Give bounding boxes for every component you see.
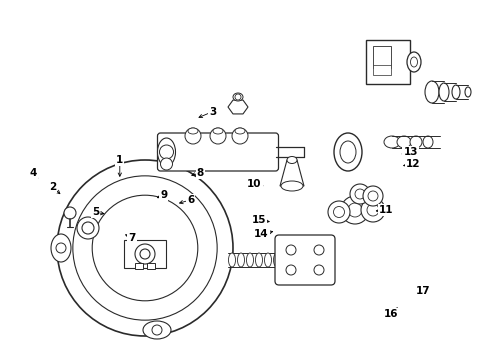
- Ellipse shape: [51, 234, 71, 262]
- Text: 12: 12: [405, 159, 420, 169]
- Ellipse shape: [424, 81, 438, 103]
- Circle shape: [333, 207, 344, 217]
- Text: 7: 7: [128, 233, 136, 243]
- Circle shape: [56, 243, 66, 253]
- Text: 3: 3: [209, 107, 216, 117]
- Ellipse shape: [451, 85, 459, 99]
- Circle shape: [327, 201, 349, 223]
- Circle shape: [340, 196, 368, 224]
- Circle shape: [313, 265, 324, 275]
- Ellipse shape: [264, 253, 271, 267]
- Text: 14: 14: [254, 229, 268, 239]
- Circle shape: [285, 245, 295, 255]
- Circle shape: [140, 249, 150, 259]
- Ellipse shape: [286, 157, 296, 163]
- FancyBboxPatch shape: [372, 65, 390, 75]
- Ellipse shape: [396, 136, 410, 148]
- Circle shape: [92, 195, 197, 301]
- Ellipse shape: [285, 263, 299, 273]
- FancyBboxPatch shape: [147, 263, 155, 269]
- Ellipse shape: [232, 93, 243, 101]
- Ellipse shape: [82, 222, 94, 234]
- Circle shape: [360, 198, 384, 222]
- Circle shape: [152, 325, 162, 335]
- Text: 1: 1: [116, 155, 123, 165]
- Text: 15: 15: [251, 215, 266, 225]
- Text: 10: 10: [246, 179, 261, 189]
- Circle shape: [285, 265, 295, 275]
- Ellipse shape: [406, 52, 420, 72]
- Ellipse shape: [333, 133, 361, 171]
- Ellipse shape: [237, 253, 244, 267]
- Ellipse shape: [285, 247, 299, 257]
- Circle shape: [184, 128, 201, 144]
- Ellipse shape: [339, 141, 355, 163]
- Circle shape: [362, 186, 382, 206]
- Ellipse shape: [438, 83, 448, 101]
- Circle shape: [313, 245, 324, 255]
- Ellipse shape: [142, 321, 171, 339]
- Circle shape: [209, 128, 225, 144]
- Circle shape: [160, 158, 172, 170]
- Text: 11: 11: [378, 205, 393, 215]
- Ellipse shape: [273, 253, 280, 267]
- Ellipse shape: [282, 253, 289, 267]
- Circle shape: [57, 160, 232, 336]
- Ellipse shape: [255, 253, 262, 267]
- Circle shape: [347, 203, 361, 217]
- Ellipse shape: [235, 128, 244, 134]
- Ellipse shape: [246, 253, 253, 267]
- Ellipse shape: [281, 181, 303, 191]
- Ellipse shape: [409, 136, 421, 148]
- Circle shape: [64, 207, 76, 219]
- FancyBboxPatch shape: [365, 40, 409, 84]
- Circle shape: [73, 176, 217, 320]
- Ellipse shape: [213, 128, 223, 134]
- Circle shape: [354, 189, 364, 199]
- Text: 8: 8: [197, 168, 203, 178]
- Ellipse shape: [383, 136, 399, 148]
- Ellipse shape: [157, 138, 175, 166]
- Circle shape: [159, 145, 173, 159]
- Circle shape: [349, 184, 369, 204]
- Ellipse shape: [422, 136, 432, 148]
- Ellipse shape: [187, 128, 198, 134]
- Ellipse shape: [464, 87, 470, 97]
- Ellipse shape: [77, 217, 99, 239]
- Ellipse shape: [409, 57, 417, 67]
- FancyBboxPatch shape: [372, 46, 390, 68]
- Text: 16: 16: [383, 309, 398, 319]
- Circle shape: [367, 191, 377, 201]
- Text: 9: 9: [160, 190, 167, 200]
- Text: 2: 2: [49, 182, 56, 192]
- Polygon shape: [227, 100, 247, 114]
- Circle shape: [366, 204, 378, 216]
- Text: 17: 17: [415, 286, 429, 296]
- Text: 6: 6: [187, 195, 194, 205]
- Text: 13: 13: [403, 147, 417, 157]
- FancyBboxPatch shape: [157, 133, 278, 171]
- Ellipse shape: [228, 253, 235, 267]
- Text: 4: 4: [29, 168, 37, 178]
- FancyBboxPatch shape: [124, 240, 165, 268]
- FancyBboxPatch shape: [135, 263, 142, 269]
- Circle shape: [135, 244, 155, 264]
- Text: 5: 5: [92, 207, 99, 217]
- Polygon shape: [280, 160, 304, 186]
- Circle shape: [235, 94, 241, 100]
- Circle shape: [231, 128, 247, 144]
- FancyBboxPatch shape: [274, 235, 334, 285]
